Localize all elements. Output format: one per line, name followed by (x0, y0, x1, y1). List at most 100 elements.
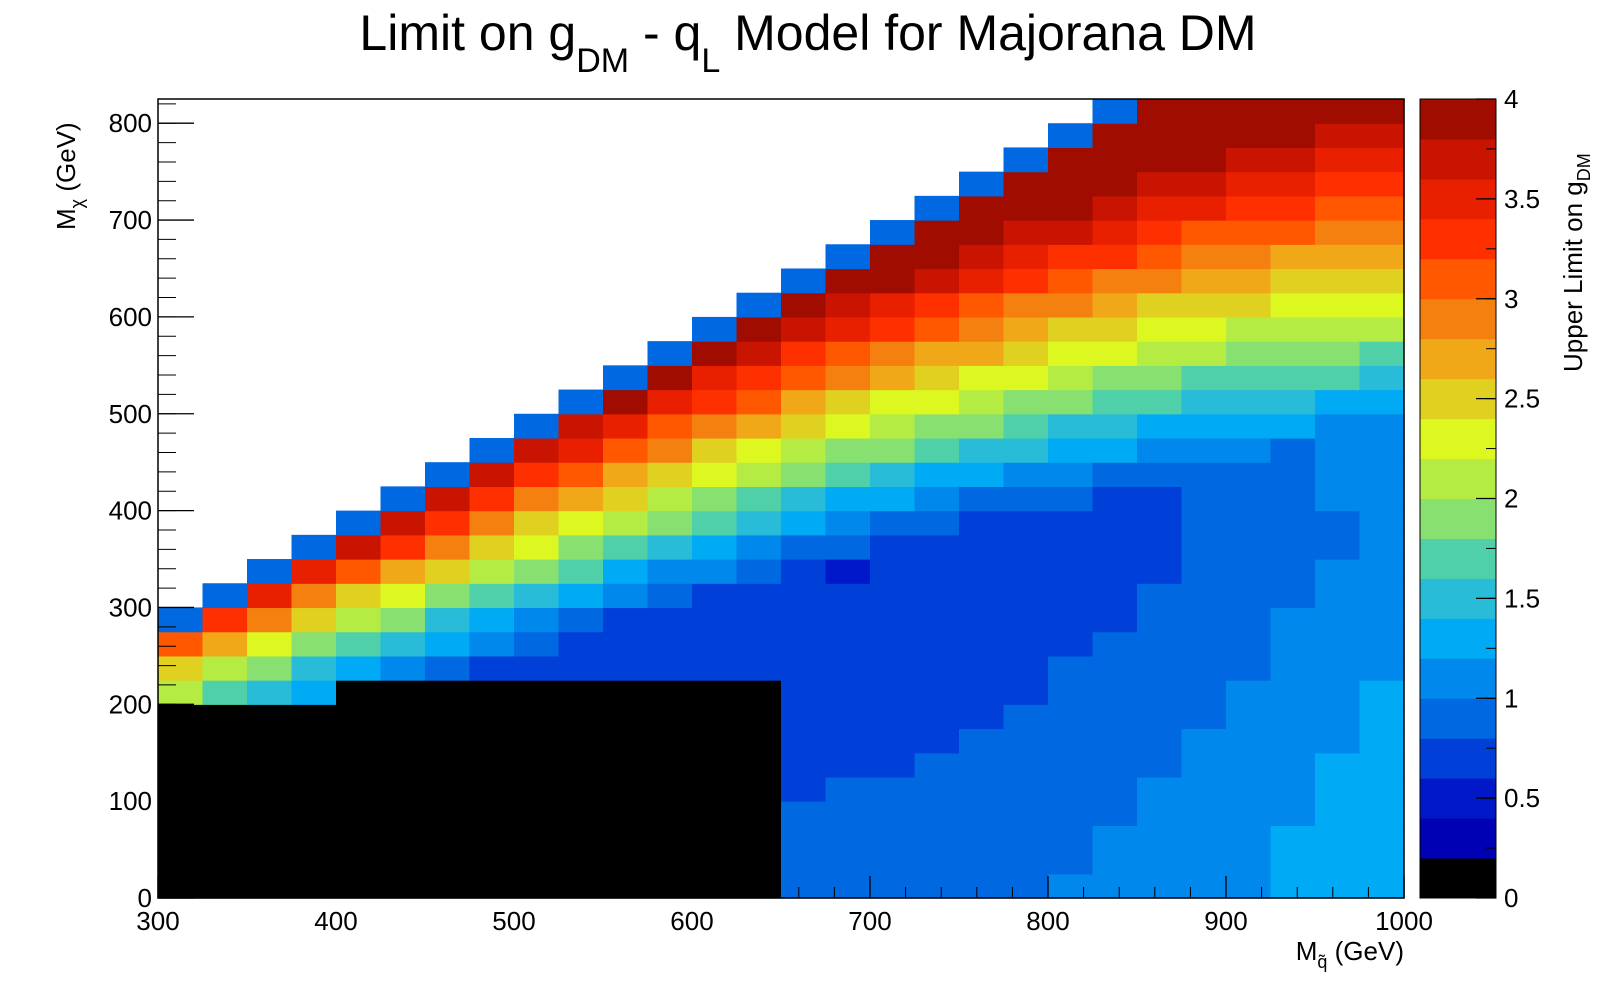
heatmap-cell (1137, 873, 1183, 899)
heatmap-cell (1270, 776, 1316, 802)
heatmap-cell (1315, 316, 1361, 342)
color-scale-band (1420, 298, 1496, 340)
heatmap-cell (469, 534, 515, 560)
heatmap-cell (603, 752, 649, 778)
heatmap-cell (959, 752, 1005, 778)
heatmap-cell (1359, 244, 1405, 270)
heatmap-cell (558, 873, 604, 899)
heatmap-cell (603, 825, 649, 851)
heatmap-cell (1137, 99, 1183, 124)
heatmap-cell (247, 607, 293, 633)
z-tick-label: 4 (1504, 84, 1518, 114)
heatmap-cell (914, 413, 960, 439)
heatmap-cell (1092, 704, 1138, 730)
heatmap-cell (1226, 244, 1272, 270)
heatmap-cell (959, 244, 1005, 270)
heatmap-cell (1092, 147, 1138, 173)
heatmap-cell (825, 583, 871, 609)
heatmap-cell (1270, 583, 1316, 609)
heatmap-cell (914, 801, 960, 826)
heatmap-cell (1048, 437, 1094, 463)
heatmap-cell (959, 728, 1005, 754)
heatmap-cell (692, 655, 738, 681)
heatmap-cell (1181, 583, 1227, 609)
heatmap-cell (1226, 559, 1272, 584)
heatmap-cell (158, 776, 204, 802)
heatmap-cell (1181, 607, 1227, 633)
heatmap-cell (870, 268, 916, 294)
heatmap-cell (469, 631, 515, 657)
heatmap-cell (1048, 462, 1094, 487)
heatmap-cell (1181, 752, 1227, 778)
heatmap-cell (558, 776, 604, 802)
heatmap-cell (1003, 195, 1049, 221)
heatmap-cell (1003, 486, 1049, 512)
heatmap-cell (959, 268, 1005, 294)
heatmap-cell (870, 873, 916, 899)
heatmap-cell (647, 486, 693, 512)
color-scale-label: Upper Limit on gDM (1558, 153, 1594, 372)
heatmap-cell (1092, 341, 1138, 366)
heatmap-cell (425, 607, 471, 633)
color-scale-band (1420, 858, 1496, 899)
heatmap-cell (1137, 220, 1183, 245)
heatmap-cell (1270, 849, 1316, 875)
heatmap-cell (1226, 752, 1272, 778)
z-tick-label: 2.5 (1504, 384, 1540, 414)
y-tick-label: 700 (109, 205, 152, 235)
heatmap-cell (1359, 728, 1405, 754)
heatmap-cell (469, 825, 515, 851)
heatmap-cell (914, 462, 960, 487)
heatmap-cell (514, 704, 560, 730)
heatmap-cell (1092, 462, 1138, 487)
heatmap-cell (336, 752, 382, 778)
heatmap-cell (1092, 631, 1138, 657)
heatmap-cell (781, 655, 827, 681)
heatmap-cell (959, 365, 1005, 391)
heatmap-cell (692, 631, 738, 657)
x-tick-label: 900 (1204, 906, 1247, 936)
heatmap-cell (1270, 365, 1316, 391)
heatmap-cell (870, 510, 916, 536)
heatmap-cell (1270, 801, 1316, 826)
heatmap-cell (380, 680, 426, 705)
heatmap-cell (959, 559, 1005, 584)
heatmap-cell (603, 389, 649, 415)
heatmap-cell (781, 486, 827, 512)
heatmap-cell (1226, 776, 1272, 802)
heatmap-cell (1270, 147, 1316, 173)
heatmap-cell (1359, 849, 1405, 875)
heatmap-cell (870, 583, 916, 609)
heatmap-cell (825, 365, 871, 391)
heatmap-cell (736, 365, 782, 391)
color-scale-band (1420, 338, 1496, 380)
heatmap-cell (558, 704, 604, 730)
heatmap-cell (247, 849, 293, 875)
heatmap-cell (647, 680, 693, 705)
heatmap-cell (1092, 559, 1138, 584)
heatmap-cell (1270, 413, 1316, 439)
heatmap-cell (558, 849, 604, 875)
y-tick-label: 100 (109, 786, 152, 816)
heatmap-cell (1181, 147, 1227, 173)
heatmap-cell (1270, 195, 1316, 221)
heatmap-cell (959, 510, 1005, 536)
heatmap-cell (692, 728, 738, 754)
heatmap-cell (1003, 147, 1049, 173)
y-tick-label: 400 (109, 496, 152, 526)
heatmap-cell (1315, 704, 1361, 730)
heatmap-cell (1048, 365, 1094, 391)
heatmap-cell (380, 728, 426, 754)
heatmap-cell (825, 825, 871, 851)
heatmap-cell (336, 607, 382, 633)
heatmap-cell (647, 583, 693, 609)
heatmap-cell (1359, 220, 1405, 245)
color-scale-band (1420, 698, 1496, 739)
heatmap-cell (1359, 195, 1405, 221)
heatmap-cell (380, 776, 426, 802)
heatmap-cell (158, 873, 204, 899)
heatmap-cell (1226, 413, 1272, 439)
heatmap-cell (469, 486, 515, 512)
heatmap-cell (870, 776, 916, 802)
heatmap-cell (647, 728, 693, 754)
